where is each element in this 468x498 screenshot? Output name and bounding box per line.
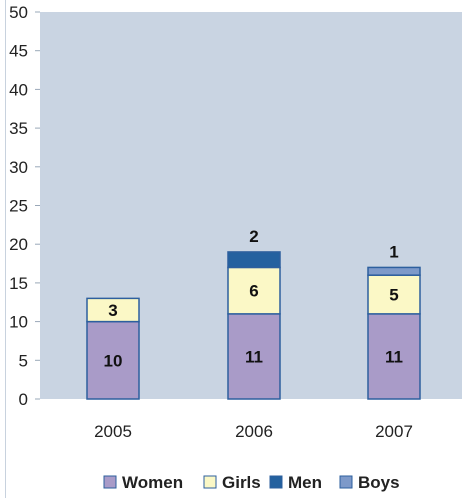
legend: Women Girls Men Boys xyxy=(103,473,400,492)
y-tick-label: 35 xyxy=(9,119,28,138)
left-border-line xyxy=(5,0,6,498)
data-label: 11 xyxy=(245,347,263,366)
legend-swatch-boys xyxy=(339,475,353,489)
y-tick-label: 0 xyxy=(19,390,28,409)
y-tick-label: 10 xyxy=(9,313,28,332)
y-tick-label: 20 xyxy=(9,235,28,254)
bar-segment-women-2007 xyxy=(367,313,421,400)
data-label: 2 xyxy=(249,227,258,246)
bar-segment-girls-2007 xyxy=(367,274,421,315)
y-tick-label: 40 xyxy=(9,80,28,99)
legend-label-men: Men xyxy=(288,473,322,492)
bar-stacks xyxy=(86,251,421,400)
y-tick-label: 15 xyxy=(9,274,28,293)
legend-label-boys: Boys xyxy=(358,473,400,492)
bar-segment-girls-2006 xyxy=(227,266,281,315)
legend-label-girls: Girls xyxy=(222,473,261,492)
x-axis: 2005 2006 2007 xyxy=(94,422,413,441)
data-label: 11 xyxy=(385,347,403,366)
data-label: 10 xyxy=(104,351,123,370)
bar-segment-boys-2007 xyxy=(367,266,421,276)
y-tick-label: 30 xyxy=(9,158,28,177)
y-tick-label: 25 xyxy=(9,197,28,216)
x-tick-label: 2007 xyxy=(375,422,413,441)
data-label: 6 xyxy=(249,282,258,301)
legend-swatch-girls xyxy=(203,475,217,489)
bar-segment-girls-2005 xyxy=(86,297,140,323)
data-label: 3 xyxy=(108,301,117,320)
y-tick-label: 45 xyxy=(9,42,28,61)
y-tick-label: 50 xyxy=(9,3,28,22)
data-labels: 10 3 11 6 2 11 5 1 xyxy=(104,227,403,370)
x-tick-label: 2006 xyxy=(235,422,273,441)
legend-label-women: Women xyxy=(122,473,183,492)
data-label: 1 xyxy=(389,242,398,261)
legend-swatch-men xyxy=(269,475,283,489)
bar-segment-men-2006 xyxy=(227,251,281,269)
data-label: 5 xyxy=(389,286,398,305)
y-tick-label: 5 xyxy=(19,351,28,370)
bar-segment-women-2006 xyxy=(227,313,281,400)
x-tick-label: 2005 xyxy=(94,422,132,441)
legend-swatch-women xyxy=(103,475,117,489)
y-axis: 0 5 10 15 20 25 30 35 40 45 50 xyxy=(9,3,40,409)
